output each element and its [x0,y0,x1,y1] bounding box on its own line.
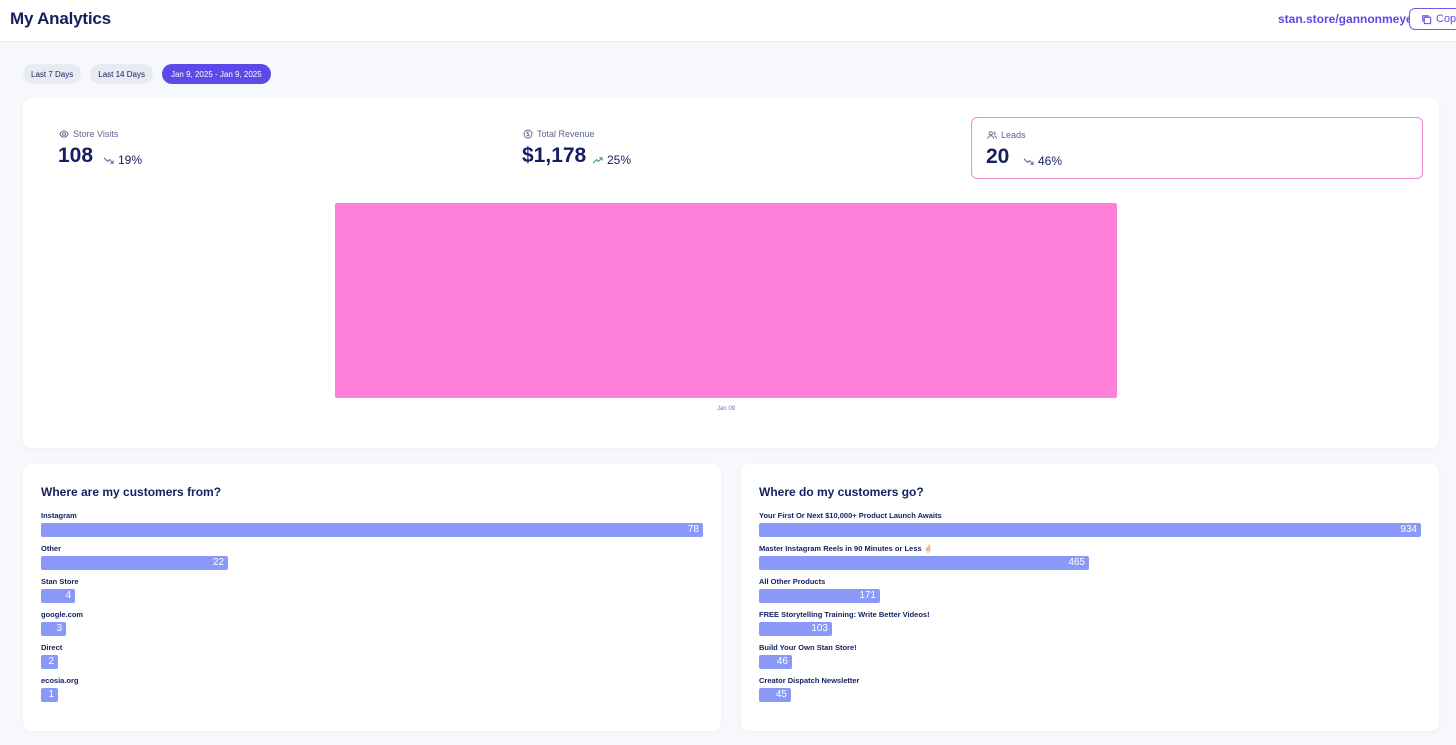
metrics-card: Store Visits 108 19% Total Revenue $1,17… [23,98,1439,448]
sources-title: Where are my customers from? [41,485,222,499]
destination-row[interactable]: All Other Products 171 [759,577,880,603]
sources-card: Where are my customers from? Instagram 78… [23,464,721,731]
destination-row[interactable]: Master Instagram Reels in 90 Minutes or … [759,544,1089,570]
trend-up-icon [592,156,603,164]
header-bar: My Analytics stan.store/gannonmeyer Copy [0,0,1456,42]
dollar-circle-icon [523,129,533,139]
destination-row-label: Your First Or Next $10,000+ Product Laun… [759,511,942,520]
source-row[interactable]: Instagram 78 [41,511,703,537]
destination-row-label: Build Your Own Stan Store! [759,643,857,652]
destination-row[interactable]: Your First Or Next $10,000+ Product Laun… [759,511,1421,537]
date-filters: Last 7 Days Last 14 Days Jan 9, 2025 - J… [23,64,271,84]
metric-label-row: Leads [987,130,1026,140]
destination-row-label: FREE Storytelling Training: Write Better… [759,610,930,619]
metric-change-value: 19% [118,153,143,167]
chart-bar-jan-09[interactable] [335,203,1117,398]
destination-row[interactable]: Creator Dispatch Newsletter 45 [759,676,859,702]
metric-value: 108 [58,144,94,167]
source-row-label: google.com [41,610,84,619]
chart-x-tick-label: Jan 09 [717,406,736,412]
copy-button[interactable]: Copy [1409,8,1456,30]
destination-row-bar: 934 [759,523,1421,537]
source-row-bar: 78 [41,523,703,537]
destinations-title: Where do my customers go? [759,485,924,499]
metric-label: Store Visits [73,129,119,139]
store-link[interactable]: stan.store/gannonmeyer [1278,12,1418,26]
filter-custom-range[interactable]: Jan 9, 2025 - Jan 9, 2025 [161,64,271,84]
source-row-bar: 22 [41,556,228,570]
metric-value: 20 [986,145,1010,168]
copy-icon [1422,14,1432,24]
filter-last-7-days[interactable]: Last 7 Days [23,64,82,84]
source-row-bar: 3 [41,622,66,636]
metric-label: Leads [1001,130,1026,140]
metric-total-revenue[interactable]: Total Revenue $1,178 25% [508,117,960,179]
source-row[interactable]: ecosia.org 1 [41,676,79,702]
source-row[interactable]: Other 22 [41,544,228,570]
destination-row-label: Creator Dispatch Newsletter [759,676,860,685]
source-row-bar: 4 [41,589,75,603]
metric-store-visits[interactable]: Store Visits 108 19% [44,117,496,179]
metric-label-row: Total Revenue [523,129,595,139]
metric-value: $1,178 [522,144,587,167]
page-title: My Analytics [10,9,111,28]
destination-row[interactable]: FREE Storytelling Training: Write Better… [759,610,930,636]
metric-label: Total Revenue [537,129,595,139]
destination-row-bar: 171 [759,589,880,603]
source-row[interactable]: google.com 3 [41,610,83,636]
destination-row-bar: 46 [759,655,792,669]
destination-row-bar: 45 [759,688,791,702]
destination-row-label: All Other Products [759,577,826,586]
filter-last-14-days[interactable]: Last 14 Days [90,64,153,84]
users-icon [987,131,997,139]
destination-row-bar: 103 [759,622,832,636]
eye-icon [59,130,69,138]
source-row-bar: 1 [41,688,58,702]
metric-label-row: Store Visits [59,129,118,139]
source-row-bar: 2 [41,655,58,669]
source-row-label: Other [41,544,62,553]
metric-change: 46% [1023,154,1062,168]
metric-leads[interactable]: Leads 20 46% [971,117,1423,179]
copy-button-label: Copy [1436,13,1456,25]
source-row-label: Instagram [41,511,77,520]
metric-change: 25% [592,153,631,167]
metric-change: 19% [103,153,142,167]
destination-row-bar: 465 [759,556,1089,570]
destination-row-label: Master Instagram Reels in 90 Minutes or … [759,544,933,553]
trend-down-icon [103,156,114,164]
source-row-label: Stan Store [41,577,79,586]
source-row-label: Direct [41,643,63,652]
metric-change-value: 46% [1038,154,1063,168]
source-row-label: ecosia.org [41,676,79,685]
metric-change-value: 25% [607,153,632,167]
source-row[interactable]: Stan Store 4 [41,577,79,603]
destinations-card: Where do my customers go? Your First Or … [741,464,1439,731]
destination-row[interactable]: Build Your Own Stan Store! 46 [759,643,857,669]
source-row[interactable]: Direct 2 [41,643,62,669]
trend-down-icon [1023,157,1034,165]
